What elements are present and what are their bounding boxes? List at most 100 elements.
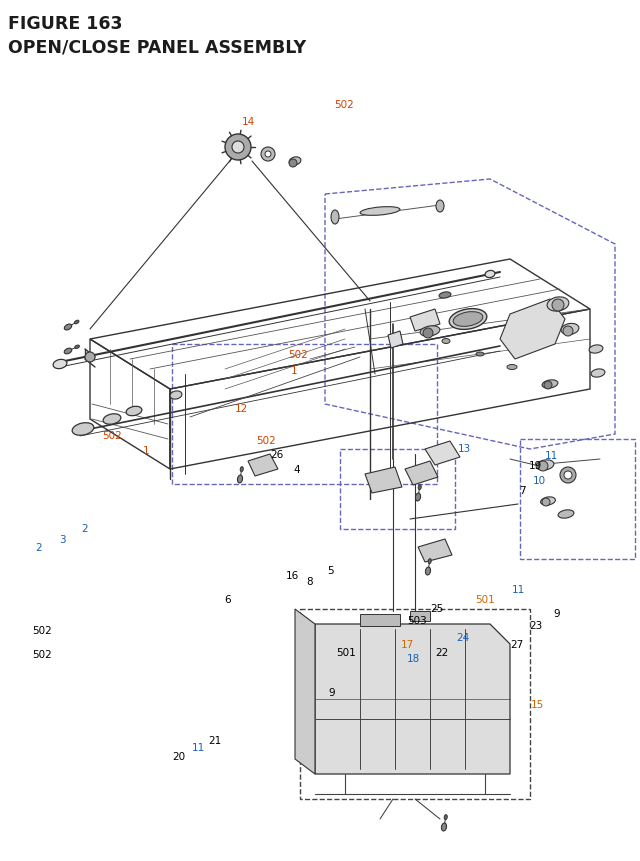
Ellipse shape — [170, 392, 182, 400]
Ellipse shape — [536, 461, 554, 471]
Ellipse shape — [289, 158, 301, 166]
Text: 502: 502 — [102, 430, 122, 441]
Ellipse shape — [331, 211, 339, 225]
Circle shape — [544, 381, 552, 389]
Circle shape — [225, 135, 251, 161]
Text: 17: 17 — [401, 639, 413, 649]
Text: 15: 15 — [531, 699, 544, 709]
Text: 1: 1 — [291, 365, 298, 375]
Text: OPEN/CLOSE PANEL ASSEMBLY: OPEN/CLOSE PANEL ASSEMBLY — [8, 38, 306, 56]
Ellipse shape — [74, 321, 79, 325]
Ellipse shape — [591, 369, 605, 378]
Ellipse shape — [547, 298, 569, 312]
Ellipse shape — [476, 353, 484, 356]
Ellipse shape — [237, 475, 243, 483]
Text: 10: 10 — [532, 475, 545, 486]
Ellipse shape — [542, 381, 558, 388]
Text: 6: 6 — [224, 594, 230, 604]
Text: 26: 26 — [270, 449, 283, 460]
Text: 27: 27 — [511, 639, 524, 649]
Bar — [410, 611, 430, 622]
Ellipse shape — [360, 208, 400, 216]
Text: 2: 2 — [81, 523, 88, 534]
Text: 11: 11 — [545, 450, 558, 461]
Text: 501: 501 — [476, 594, 495, 604]
Ellipse shape — [75, 345, 79, 349]
Circle shape — [85, 353, 95, 362]
Circle shape — [289, 160, 297, 168]
Text: 14: 14 — [242, 117, 255, 127]
Text: 25: 25 — [430, 603, 443, 613]
Text: FIGURE 163: FIGURE 163 — [8, 15, 122, 33]
Text: 9: 9 — [328, 687, 335, 697]
Text: 502: 502 — [32, 649, 51, 660]
Text: 501: 501 — [336, 647, 355, 657]
Text: 502: 502 — [289, 350, 308, 360]
Circle shape — [232, 142, 244, 154]
Polygon shape — [365, 468, 402, 493]
Bar — [300, 610, 530, 799]
Circle shape — [542, 499, 550, 506]
Polygon shape — [425, 442, 460, 466]
Text: 19: 19 — [529, 461, 541, 471]
Ellipse shape — [72, 424, 94, 436]
Text: 4: 4 — [294, 464, 300, 474]
Text: 23: 23 — [530, 620, 543, 630]
Ellipse shape — [418, 485, 421, 490]
Circle shape — [538, 461, 548, 472]
Ellipse shape — [561, 324, 579, 335]
Text: 12: 12 — [236, 403, 248, 413]
Circle shape — [552, 300, 564, 312]
Text: 24: 24 — [456, 632, 469, 642]
Ellipse shape — [485, 271, 495, 278]
Polygon shape — [388, 331, 403, 349]
Ellipse shape — [507, 365, 517, 370]
Text: 16: 16 — [286, 570, 299, 580]
Text: 21: 21 — [208, 735, 221, 746]
Polygon shape — [295, 610, 315, 774]
Ellipse shape — [428, 559, 431, 564]
Ellipse shape — [103, 414, 121, 424]
Ellipse shape — [126, 406, 142, 416]
Ellipse shape — [64, 325, 72, 331]
Polygon shape — [405, 461, 438, 486]
Ellipse shape — [420, 326, 440, 337]
Ellipse shape — [444, 815, 447, 820]
Text: 1: 1 — [143, 445, 149, 455]
Text: 7: 7 — [519, 486, 525, 496]
Text: 20: 20 — [173, 751, 186, 761]
Text: 8: 8 — [307, 576, 313, 586]
Circle shape — [423, 329, 433, 338]
Bar — [172, 344, 437, 485]
Text: 5: 5 — [327, 565, 333, 575]
Text: 11: 11 — [512, 584, 525, 594]
Ellipse shape — [442, 823, 447, 831]
Bar — [360, 614, 400, 626]
Ellipse shape — [240, 468, 243, 472]
Ellipse shape — [449, 309, 487, 330]
Ellipse shape — [442, 339, 450, 344]
Ellipse shape — [426, 567, 431, 575]
Text: 3: 3 — [60, 534, 66, 544]
Polygon shape — [315, 624, 510, 774]
Circle shape — [563, 326, 573, 337]
Text: 13: 13 — [458, 443, 471, 454]
Circle shape — [261, 148, 275, 162]
Ellipse shape — [415, 493, 420, 501]
Text: 502: 502 — [256, 436, 275, 446]
Circle shape — [560, 468, 576, 483]
Circle shape — [265, 152, 271, 158]
Text: 502: 502 — [335, 100, 354, 110]
Text: 2: 2 — [35, 542, 42, 553]
Bar — [520, 439, 635, 560]
Ellipse shape — [589, 345, 603, 354]
Circle shape — [564, 472, 572, 480]
Ellipse shape — [558, 511, 574, 518]
Ellipse shape — [439, 293, 451, 299]
Text: 503: 503 — [408, 615, 427, 625]
Polygon shape — [248, 455, 278, 476]
Ellipse shape — [541, 498, 556, 505]
Polygon shape — [418, 539, 452, 562]
Ellipse shape — [53, 360, 67, 369]
Bar — [340, 449, 455, 530]
